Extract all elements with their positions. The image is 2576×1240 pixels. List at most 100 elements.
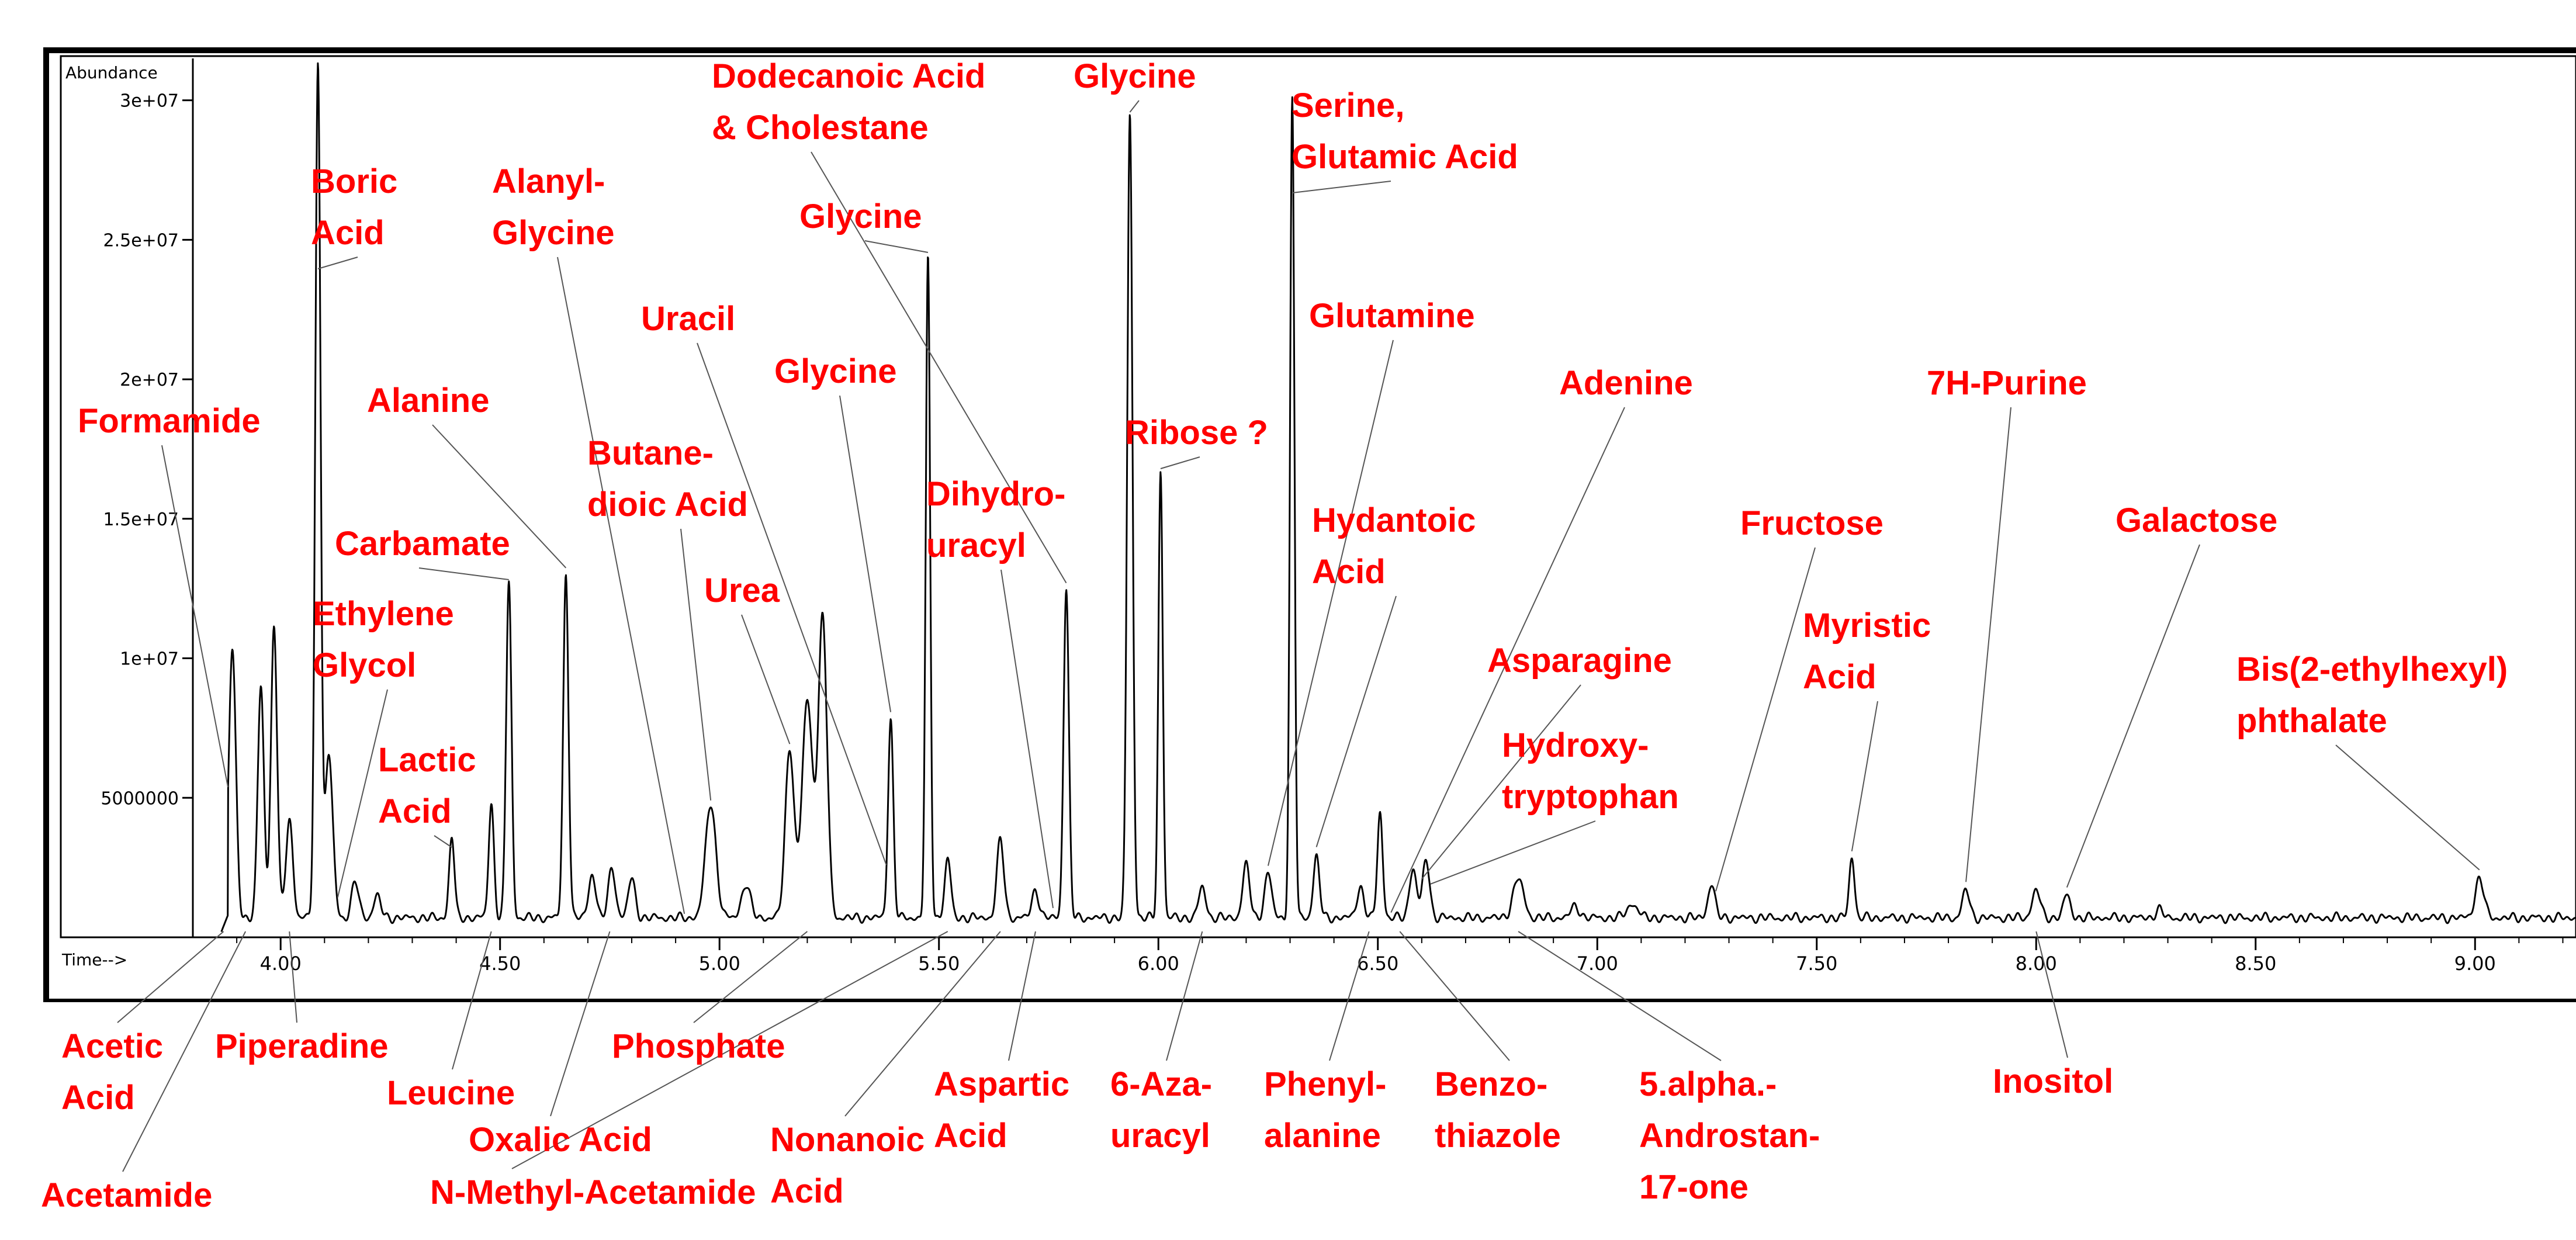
peak-label: Galactose	[2115, 501, 2277, 539]
leader-line	[418, 567, 509, 580]
y-tick-label: 1.5e+07	[103, 510, 179, 530]
x-tick-label: 6.50	[1357, 952, 1398, 975]
leader-line	[317, 257, 358, 269]
peak-label: Butane-dioic Acid	[587, 434, 748, 524]
leader-line	[864, 240, 929, 253]
peak-label: Ethylene Glycol	[313, 595, 454, 684]
peak-label: N-Methyl-Acetamide	[430, 1173, 756, 1211]
leader-line	[1399, 931, 1510, 1061]
peak-label: Asparagine	[1487, 642, 1672, 680]
peak-label: Benzo-thiazole	[1435, 1065, 1561, 1155]
chromatogram-trace	[220, 62, 2576, 933]
leader-line	[1129, 100, 1140, 113]
peak-label: Phenyl-alanine	[1264, 1065, 1387, 1155]
peak-label: Formamide	[78, 402, 261, 440]
y-tick-label: 5000000	[101, 788, 179, 809]
leader-line	[1008, 931, 1036, 1061]
leader-line	[1430, 820, 1596, 885]
leader-line	[680, 528, 712, 801]
annotation-leader-lines	[117, 100, 2480, 1172]
peak-label: Carbamate	[335, 525, 510, 563]
peak-label: 5.alpha.-Androstan-17-one	[1639, 1065, 1820, 1206]
y-tick-label: 1e+07	[120, 649, 179, 670]
x-tick-label: 8.00	[2016, 952, 2057, 975]
peak-label: Alanyl-Glycine	[492, 162, 615, 252]
peak-label: Aspartic Acid	[934, 1065, 1069, 1155]
leader-line	[550, 931, 611, 1117]
peak-label: Boric Acid	[311, 162, 397, 252]
leader-line	[1160, 456, 1200, 469]
peak-label: Dihydro-uracyl	[926, 475, 1065, 564]
peak-label: Acetamide	[41, 1176, 212, 1214]
x-axis-label: Time-->	[61, 950, 127, 969]
leader-line	[1292, 181, 1391, 193]
peak-annotations: Formamide Acetic Acid Acetamide Piperadine Bo…	[41, 57, 2508, 1214]
peak-label: Inositol	[1993, 1062, 2113, 1100]
leader-line	[289, 931, 297, 1023]
leader-line	[1715, 547, 1816, 892]
x-tick-label: 5.50	[918, 952, 960, 975]
leader-line	[1166, 931, 1203, 1061]
peak-label: Myristic Acid	[1803, 607, 1931, 696]
leader-line	[1315, 595, 1397, 847]
leader-line	[557, 257, 685, 915]
leader-line	[693, 931, 808, 1023]
leader-line	[811, 151, 1067, 584]
peak-label: Lactic Acid	[378, 741, 476, 830]
leader-line	[122, 931, 247, 1172]
peak-label: Hydroxy-tryptophan	[1502, 726, 1679, 816]
y-tick-label: 3e+07	[120, 91, 179, 112]
peak-label: Piperadine	[215, 1027, 389, 1065]
peak-label: Glycine	[774, 352, 897, 390]
leader-line	[432, 424, 567, 569]
leader-line	[839, 395, 892, 712]
peak-label: Nonanoic Acid	[770, 1121, 925, 1210]
peak-label: Leucine	[387, 1074, 515, 1112]
y-tick-label: 2e+07	[120, 370, 179, 390]
leader-line	[117, 931, 224, 1023]
y-axis-label: Abundance	[65, 63, 158, 82]
leader-line	[1329, 931, 1370, 1061]
peak-label: Fructose	[1740, 504, 1883, 542]
peak-label: Uracil	[641, 300, 735, 338]
peak-label: Glutamine	[1309, 297, 1475, 335]
peak-label: 6-Aza-uracyl	[1110, 1065, 1212, 1155]
x-tick-label: 8.50	[2235, 952, 2276, 975]
leader-line	[161, 445, 229, 788]
peak-label: Oxalic Acid	[469, 1121, 652, 1159]
peak-label: Bis(2-ethylhexyl) phthalate	[2236, 650, 2508, 740]
leader-line	[434, 835, 452, 848]
peak-label: Hydantoic Acid	[1312, 501, 1476, 591]
leader-line	[511, 931, 948, 1169]
x-tick-label: 9.00	[2454, 952, 2496, 975]
x-tick-label: 4.50	[479, 952, 521, 975]
x-axis-ticks: 4.00 4.50 5.00 5.50 6.00 6.50 7.00 7.50 8.00 8.50…	[236, 937, 2564, 975]
leader-line	[1421, 684, 1581, 879]
peak-label: Acetic Acid	[61, 1027, 163, 1117]
leader-line	[697, 342, 887, 865]
peak-label: 7H-Purine	[1927, 364, 2087, 402]
peak-label: Phosphate	[612, 1027, 785, 1065]
x-tick-label: 7.50	[1796, 952, 1837, 975]
leader-line	[1965, 407, 2011, 882]
leader-line	[1518, 931, 1722, 1061]
y-tick-label: 2.5e+07	[103, 230, 179, 251]
leader-line	[2066, 544, 2200, 888]
y-axis-ticks: 5000000 1e+07 1.5e+07 2e+07 2.5e+07 3e+07	[101, 91, 193, 809]
leader-line	[844, 931, 1001, 1117]
leader-line	[741, 614, 791, 744]
leader-line	[2035, 931, 2068, 1058]
leader-line	[1390, 407, 1625, 913]
leader-line	[1851, 701, 1878, 851]
x-tick-label: 7.00	[1577, 952, 1618, 975]
leader-line	[1268, 340, 1394, 866]
peak-label: Dodecanoic Acid & Cholestane	[712, 57, 985, 147]
leader-line	[337, 689, 388, 898]
x-tick-label: 5.00	[699, 952, 740, 975]
peak-label: Glycine	[799, 198, 922, 235]
leader-line	[1000, 569, 1054, 909]
leader-line	[2335, 744, 2480, 871]
peak-label: Urea	[704, 571, 780, 609]
peak-label: Alanine	[367, 382, 490, 420]
